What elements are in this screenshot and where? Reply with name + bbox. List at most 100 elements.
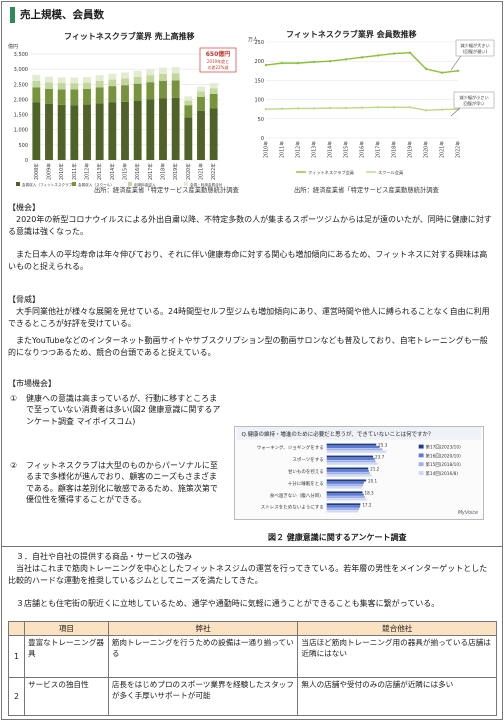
chart2-point — [392, 106, 396, 109]
chart1-bar-segment — [159, 67, 167, 74]
chart1-xtick: 2008年 — [33, 163, 40, 180]
survey-bar — [326, 472, 370, 475]
chart1-bar-segment — [133, 83, 142, 101]
chart2-xtick: 2016年 — [359, 141, 366, 158]
chart2-annotation-box — [455, 39, 495, 57]
chart1-xtick: 2016年 — [134, 163, 141, 180]
chart2-series-line — [265, 52, 459, 74]
market-item-2-number: ② — [10, 461, 18, 470]
chart2-title: フィットネスクラブ業界 会員数推移 — [286, 29, 417, 39]
survey-data-label: 20.1 — [368, 478, 378, 483]
chart2-point — [280, 107, 284, 111]
threat-heading: 【脅威】 — [8, 295, 40, 304]
chart1-xtick: 2013年 — [96, 163, 103, 180]
chart1-bar-segment — [184, 100, 193, 106]
chart1-bar-segment — [146, 75, 155, 83]
market-item-2-text: フィットネスクラブは大型のものからパーソナルに至るまで多様化が進んでおり、顧客の… — [26, 461, 218, 505]
survey-category-label: ウォーキング、ジョギングをする — [257, 444, 324, 451]
chart1-bar-segment — [83, 88, 91, 105]
chart1-bar-segment — [83, 104, 91, 160]
survey-bar — [326, 457, 375, 460]
chart1-legend-label: 会員収入（フィットネスクラブ） — [22, 182, 76, 187]
chart1-bar-segment — [171, 80, 180, 98]
chart1-bar-segment — [121, 72, 129, 79]
chart2-point — [344, 58, 348, 61]
table-cell-ours: 筋肉トレーニングを行うための設備は一通り揃っている — [107, 635, 299, 678]
chart1-bar-segment — [108, 79, 117, 87]
chart2-point — [264, 108, 268, 111]
table-cell-others: 無人の店舗や受付のみの店舗が近隣には多い — [297, 677, 497, 716]
chart2-xtick: 2013年 — [311, 141, 318, 158]
survey-legend-swatch — [418, 444, 424, 449]
chart1-bar-segment — [121, 78, 129, 86]
chart1-bar-segment — [95, 75, 104, 81]
chart1-bar-segment — [197, 86, 205, 92]
chart1-bar-segment — [209, 108, 218, 160]
chart2-point — [408, 51, 412, 54]
table-header-others: 競合他社 — [297, 621, 497, 636]
chart1-legend-swatch — [128, 182, 132, 186]
survey-bar — [326, 479, 367, 482]
survey-bar — [326, 508, 359, 511]
survey-bar — [326, 460, 376, 463]
chart2-point — [440, 108, 444, 111]
survey-data-label: 17.2 — [362, 502, 372, 507]
survey-bar — [326, 467, 369, 470]
chart1-bar-segment — [146, 99, 155, 160]
chart2-source: 出所：経済産業省「特定サービス産業動態統計調査 — [294, 187, 439, 194]
chart2-xtick: 2017年 — [375, 141, 382, 158]
chart1-bar-segment — [209, 93, 218, 109]
chart1-xtick: 2015年 — [122, 163, 129, 180]
survey-bar — [326, 474, 372, 477]
chart2-xtick: 2011年 — [279, 141, 286, 158]
chart2-point — [424, 109, 428, 112]
survey-bar — [326, 486, 362, 489]
chart1-bar-segment — [70, 89, 79, 106]
chart2-legend-label: フィットネスクラブ会員 — [308, 169, 355, 176]
chart2-ylabel: 万人 — [248, 37, 258, 43]
chart1-bar-segment — [159, 80, 167, 99]
survey-bar — [326, 484, 363, 487]
survey-bar — [326, 496, 365, 499]
table-header-row: 項目 弊社 競合他社 — [8, 621, 497, 636]
chart2-xtick: 2020年 — [423, 141, 430, 158]
chart2-point — [408, 106, 412, 109]
chart2-ytick: 50 — [258, 117, 264, 123]
chart2-point — [392, 52, 396, 55]
table-cell-item: サービスの独自性 — [23, 677, 109, 716]
chart1-bar-segment — [171, 73, 180, 81]
strength-table: 項目 弊社 競合他社 1 豊富なトレーニング器具 筋肉トレーニングを行うための設… — [8, 621, 497, 716]
chart1-bar-segment — [159, 98, 167, 160]
survey-bar — [326, 450, 387, 453]
survey-chart: Q.健康の維持・増進のために必要だと思うが、できていないことは何ですか？ ウォーキ… — [234, 426, 484, 520]
chart1-xtick: 2018年 — [160, 163, 167, 180]
chart1-bar-segment — [32, 102, 41, 160]
chart1-xtick: 2014年 — [109, 163, 116, 180]
chart1-bar-segment — [95, 103, 104, 160]
chart2-xtick: 2015年 — [343, 141, 350, 158]
chart2-annotation-box — [453, 91, 495, 109]
chart1-bar-segment — [209, 88, 218, 94]
survey-category-label: 食べ過ぎない（腹八分目） — [270, 492, 324, 499]
table-cell-no: 2 — [8, 677, 25, 716]
chart1-ytick: 2,500 — [14, 82, 28, 88]
chart2-ytick: 250 — [254, 40, 264, 46]
chart1-bar-segment — [108, 102, 117, 160]
chart1-bar-segment — [83, 77, 91, 83]
chart2-point — [328, 60, 332, 63]
survey-title: Q.健康の維持・増進のために必要だと思うが、できていないことは何ですか？ — [242, 430, 434, 438]
chart1-xtick: 2010年 — [58, 163, 65, 180]
chart1-bar-segment — [184, 105, 193, 118]
chart1-bar-segment — [45, 103, 53, 160]
section-title: 売上規模、会員数 — [10, 7, 104, 23]
chart2-xtick: 2014年 — [327, 141, 334, 158]
opportunity-paragraph-2: また日本人の平均寿命は年々伸びており、それに伴い健康寿命に対する関心も増加傾向に… — [8, 250, 488, 271]
strength-title: ３．自社や自社の提供する商品・サービスの強み — [16, 552, 192, 561]
chart2-ytick: 200 — [254, 59, 264, 65]
chart2-xtick: 2018年 — [391, 141, 398, 158]
table-cell-item: 豊富なトレーニング器具 — [23, 635, 109, 678]
table-header-no — [8, 621, 25, 636]
survey-bar — [326, 491, 363, 494]
chart1-bar-segment — [32, 80, 41, 88]
chart1-bar-segment — [45, 88, 53, 104]
